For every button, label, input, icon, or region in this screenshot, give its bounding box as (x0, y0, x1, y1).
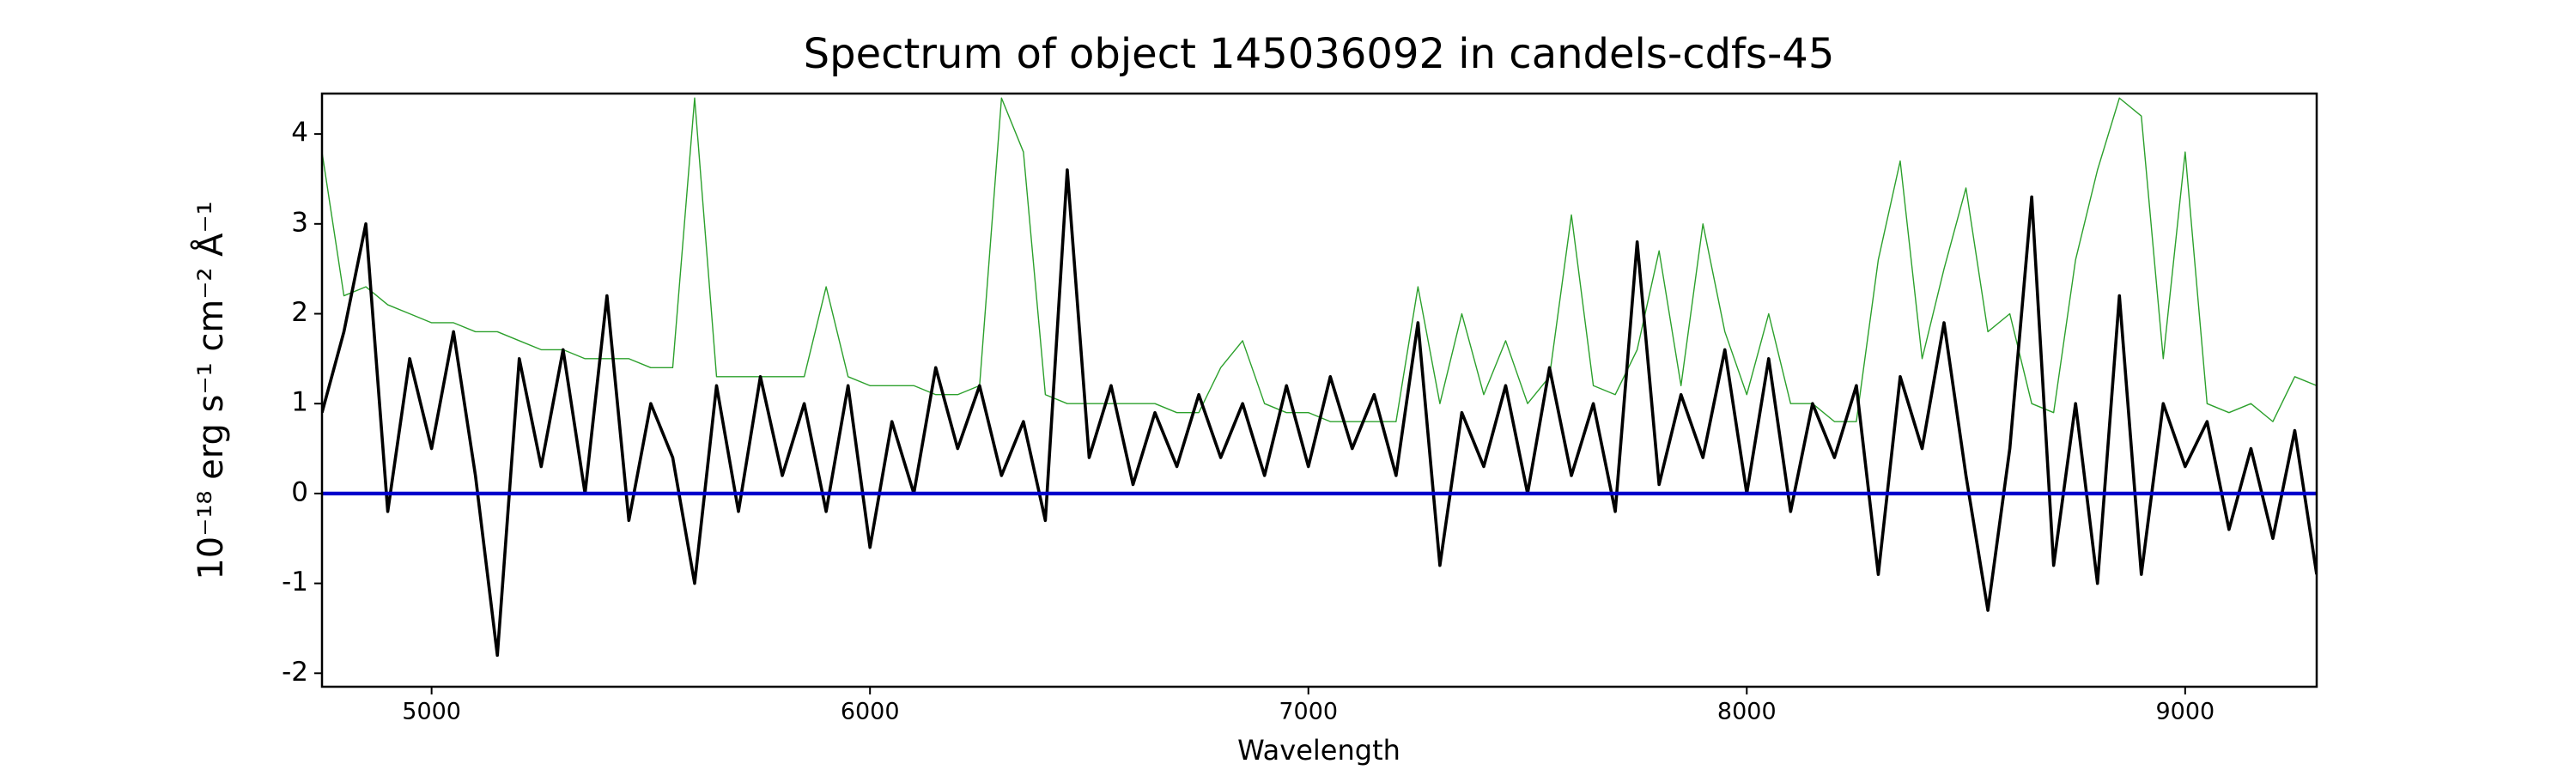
axes-frame (320, 92, 2318, 688)
y-tick-label: 1 (291, 387, 308, 418)
y-tick-label: 2 (291, 297, 308, 328)
x-tick-label: 7000 (1279, 699, 1338, 725)
y-tick-label: 4 (291, 118, 308, 149)
chart-title: Spectrum of object 145036092 in candels-… (804, 30, 1835, 78)
y-axis-label: 10⁻¹⁸ erg s⁻¹ cm⁻² Å⁻¹ (190, 201, 231, 579)
x-tick-label: 8000 (1717, 699, 1777, 725)
x-tick-label: 6000 (841, 699, 900, 725)
y-tick-label: -2 (282, 657, 308, 688)
y-tick-label: -1 (282, 567, 308, 597)
plot-area (322, 97, 2317, 658)
spectrum-line (322, 168, 2317, 658)
x-tick-label: 9000 (2155, 699, 2215, 725)
x-tick-label: 5000 (402, 699, 461, 725)
y-tick-label: 0 (291, 476, 308, 507)
y-tick-label: 3 (291, 207, 308, 238)
x-axis-label: Wavelength (1237, 734, 1400, 767)
